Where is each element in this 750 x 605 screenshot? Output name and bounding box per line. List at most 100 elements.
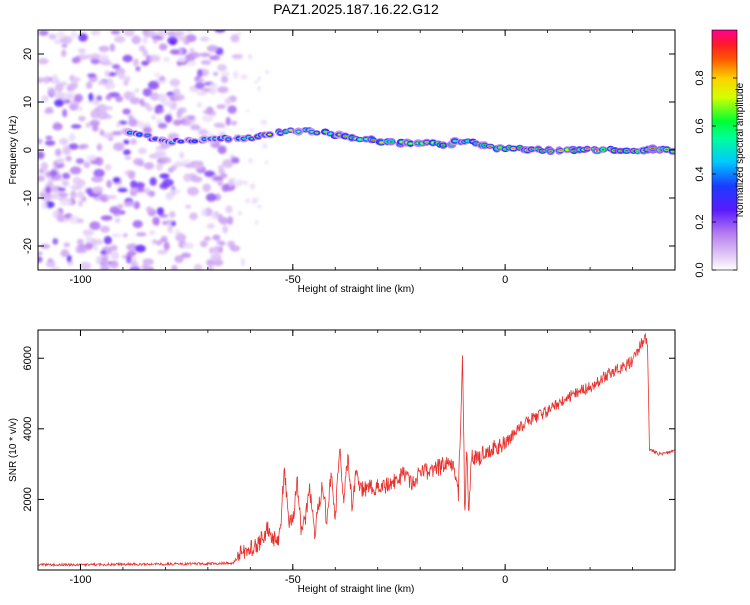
ridge-blob (128, 132, 132, 134)
spectrogram-ytick-label: -20 (22, 238, 34, 254)
noise-blob (151, 115, 157, 120)
noise-blob (90, 30, 101, 36)
noise-blob (169, 78, 181, 87)
noise-blob (198, 128, 209, 136)
ridge-blob (399, 141, 403, 143)
noise-blob (76, 191, 85, 199)
noise-blob (152, 39, 158, 44)
noise-blob (133, 58, 139, 67)
noise-blob (87, 99, 96, 105)
ridge-blob (425, 141, 429, 143)
noise-blob (110, 30, 121, 35)
noise-blob (38, 175, 45, 182)
noise-blob (110, 251, 120, 260)
noise-blob (101, 61, 113, 66)
noise-blob (86, 81, 93, 90)
noise-blob (40, 243, 51, 249)
ridge-blob (310, 131, 314, 133)
noise-blob (209, 83, 219, 88)
colorbar-tick-label: 0.2 (694, 214, 706, 229)
noise-blob (196, 91, 208, 96)
noise-blob (110, 260, 119, 269)
noise-blob (124, 92, 132, 101)
noise-blob (187, 186, 199, 196)
noise-blob (151, 239, 158, 245)
noise-blob (132, 220, 143, 229)
noise-blob (79, 261, 92, 270)
noise-blob (173, 87, 181, 97)
noise-blob (174, 161, 186, 168)
noise-blob (166, 219, 173, 224)
ridge-blob (358, 138, 362, 141)
noise-blob (51, 74, 59, 83)
noise-blob (139, 98, 145, 106)
noise-blob (99, 225, 110, 233)
noise-blob (40, 193, 52, 202)
snr-ytick-label: 4000 (22, 417, 34, 441)
ridge-blob (601, 149, 605, 151)
noise-blob (174, 255, 184, 263)
ridge-blob (619, 150, 622, 152)
noise-blob (68, 133, 76, 142)
ridge-blob (541, 150, 544, 152)
noise-blob (260, 119, 268, 125)
ridge-blob (284, 130, 288, 133)
noise-blob (149, 177, 157, 186)
noise-blob (51, 266, 60, 270)
noise-blob (163, 241, 170, 251)
noise-blob (85, 154, 97, 161)
noise-blob (91, 186, 103, 194)
noise-blob (171, 264, 178, 270)
spectrogram-y-ticks: -20 -10 0 10 20 (22, 48, 675, 254)
noise-blob (213, 245, 220, 254)
noise-blob (75, 249, 87, 254)
noise-blob (60, 249, 70, 258)
snr-ytick-label: 2000 (22, 487, 34, 511)
ridge-blob (371, 139, 376, 141)
noise-blob (225, 205, 233, 214)
noise-blob (56, 213, 65, 222)
ridge-blob (213, 137, 216, 140)
ridge-blob (154, 138, 157, 140)
noise-blob (157, 93, 167, 102)
noise-blob (214, 30, 226, 33)
noise-blob (141, 60, 150, 66)
noise-blob (98, 54, 109, 62)
noise-blob (217, 145, 227, 154)
noise-blob (70, 30, 78, 40)
noise-blob (71, 57, 80, 64)
noise-blob (99, 264, 111, 270)
noise-blob (246, 109, 250, 113)
noise-blob (196, 102, 202, 108)
noise-blob (203, 109, 212, 114)
noise-blob (204, 170, 215, 178)
noise-blob (93, 246, 99, 251)
noise-blob (240, 74, 248, 80)
noise-blob (112, 64, 121, 70)
noise-blob (185, 34, 197, 43)
noise-blob (135, 182, 145, 189)
noise-blob (78, 200, 83, 207)
noise-blob (117, 187, 128, 193)
noise-blob (160, 156, 172, 164)
noise-blob (240, 258, 246, 265)
noise-blob (116, 203, 124, 210)
ridge-blob (530, 148, 533, 150)
noise-blob (128, 171, 136, 180)
noise-blob (79, 143, 89, 149)
noise-blob (106, 179, 112, 188)
noise-blob (190, 176, 203, 183)
ridge-blob (566, 149, 569, 151)
noise-blob (136, 187, 146, 193)
noise-blob (205, 193, 217, 202)
noise-blob (85, 234, 93, 243)
noise-blob (45, 135, 53, 140)
noise-blob (44, 109, 54, 114)
noise-blob (167, 224, 173, 233)
noise-blob (55, 83, 64, 92)
ridge-blob (409, 143, 412, 145)
ridge-blob (650, 147, 655, 150)
noise-blob (178, 36, 187, 42)
ridge-blob (297, 130, 300, 133)
ridge-blob (193, 140, 196, 142)
